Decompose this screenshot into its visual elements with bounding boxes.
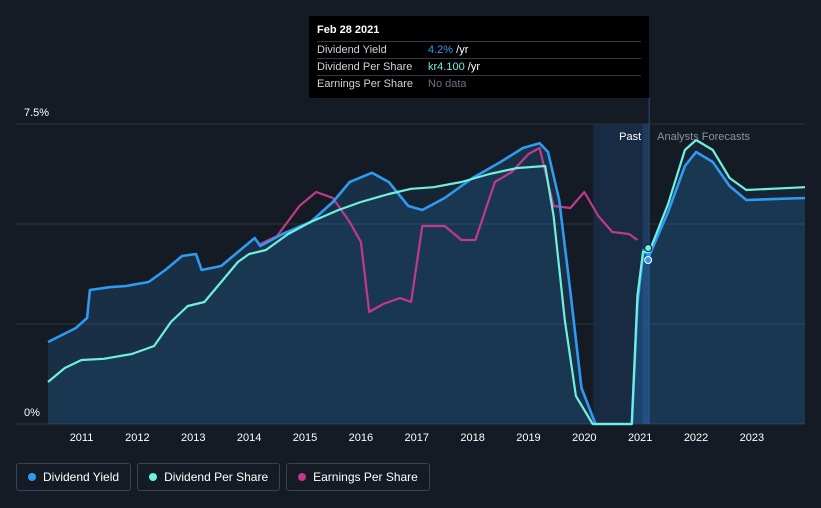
y-tick-label: 0% xyxy=(24,407,40,419)
legend: Dividend Yield Dividend Per Share Earnin… xyxy=(16,463,430,491)
legend-item-dividend-yield[interactable]: Dividend Yield xyxy=(16,463,132,491)
forecast-label: Analysts Forecasts xyxy=(657,131,750,143)
tooltip-row-eps: Earnings Per Share No data xyxy=(317,75,641,92)
axis-text: 7.5% 0% 2011 2012 2013 2014 2015 2016 2017 2018 20… xyxy=(24,107,764,444)
tooltip-label: Dividend Yield xyxy=(317,44,387,56)
tooltip-unit: /yr xyxy=(467,61,480,73)
x-tick-label: 2016 xyxy=(349,432,373,444)
x-tick-label: 2017 xyxy=(404,432,428,444)
legend-dot-icon xyxy=(28,473,36,481)
dividend-yield-area xyxy=(48,143,805,424)
area-layer xyxy=(48,140,805,424)
marker-layer xyxy=(644,244,653,264)
x-tick-label: 2021 xyxy=(628,432,652,444)
dividend-per-share-line xyxy=(47,138,806,426)
legend-label: Dividend Yield xyxy=(43,470,120,484)
dividend-per-share-area xyxy=(48,140,805,424)
x-tick-label: 2012 xyxy=(125,432,149,444)
dividend-per-share-marker xyxy=(644,244,653,252)
tooltip-label: Dividend Per Share xyxy=(317,61,413,73)
tooltip-row-yield: Dividend Yield 4.2% /yr xyxy=(317,41,641,58)
x-tick-label: 2018 xyxy=(460,432,484,444)
tooltip-date: Feb 28 2021 xyxy=(317,24,380,36)
x-tick-label: 2022 xyxy=(684,432,708,444)
x-tick-label: 2023 xyxy=(740,432,764,444)
x-tick-label: 2011 xyxy=(70,432,94,444)
tooltip: Feb 28 2021 Dividend Yield 4.2% /yr Divi… xyxy=(309,16,649,98)
x-tick-label: 2019 xyxy=(516,432,540,444)
tooltip-unit: /yr xyxy=(456,44,469,56)
grid xyxy=(16,123,805,425)
line-layer xyxy=(47,138,806,426)
x-tick-label: 2015 xyxy=(293,432,317,444)
earnings-per-share-line xyxy=(259,146,639,314)
tooltip-value: 4.2% xyxy=(428,44,454,56)
legend-dot-icon xyxy=(149,473,158,481)
legend-item-dividend-per-share[interactable]: Dividend Per Share xyxy=(137,463,281,491)
tooltip-row-dps: Dividend Per Share kr4.100 /yr xyxy=(317,58,641,75)
legend-label: Dividend Per Share xyxy=(164,470,269,484)
y-tick-label: 7.5% xyxy=(24,107,49,119)
x-tick-label: 2013 xyxy=(181,432,205,444)
dividend-yield-marker xyxy=(644,256,653,264)
past-band-edge xyxy=(642,124,650,424)
x-tick-label: 2014 xyxy=(237,432,261,444)
tooltip-value: kr4.100 xyxy=(428,61,465,73)
tooltip-label: Earnings Per Share xyxy=(317,78,413,90)
legend-dot-icon xyxy=(298,473,307,481)
tooltip-value: No data xyxy=(428,78,467,90)
x-tick-label: 2020 xyxy=(572,432,596,444)
dividend-yield-line xyxy=(47,141,806,426)
past-label: Past xyxy=(619,131,641,143)
legend-label: Earnings Per Share xyxy=(313,470,418,484)
legend-item-earnings-per-share[interactable]: Earnings Per Share xyxy=(286,463,430,491)
